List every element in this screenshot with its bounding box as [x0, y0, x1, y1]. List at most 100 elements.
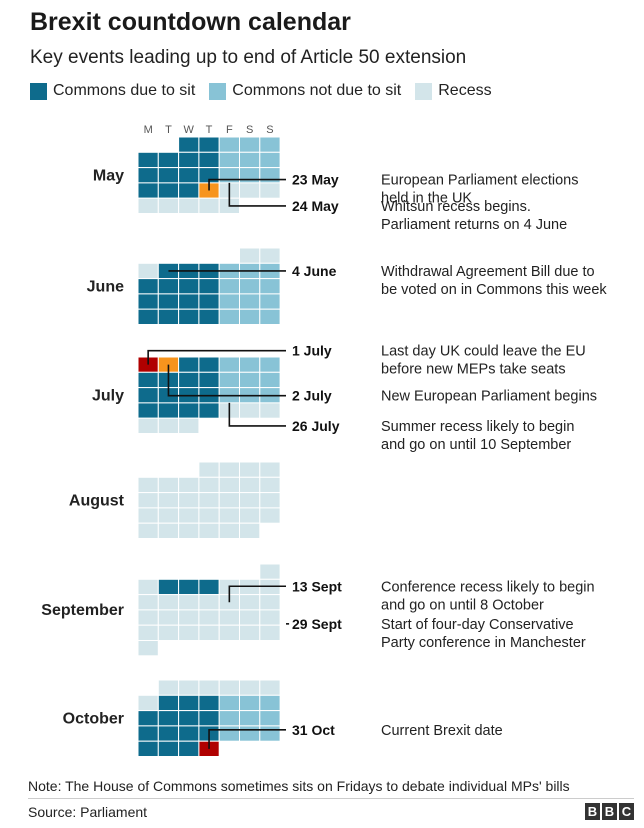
- event-date-label: 1 July: [292, 343, 332, 359]
- day-cell: [157, 417, 180, 435]
- legend-swatch-not-sitting: [209, 82, 227, 100]
- event-leader-line: [167, 364, 286, 397]
- day-cell: [239, 522, 261, 540]
- day-cell: [137, 167, 159, 184]
- day-cell: [178, 740, 200, 758]
- day-cell: [218, 624, 240, 642]
- day-cell: [259, 136, 281, 153]
- event-description: European Parliament elections: [381, 173, 578, 189]
- day-cell: [157, 197, 180, 214]
- legend-label-recess: Recess: [438, 82, 492, 99]
- day-cell: [198, 710, 220, 727]
- day-cell: [239, 507, 261, 524]
- weekday-label: T: [206, 124, 213, 136]
- day-cell: [259, 356, 281, 373]
- event-description: Last day UK could leave the EU: [381, 344, 586, 360]
- day-cell: [157, 624, 180, 642]
- day-cell: [178, 624, 200, 642]
- chart-title: Brexit countdown calendar: [30, 8, 351, 36]
- day-cell: [137, 262, 159, 280]
- event-description: Start of four-day Conservative: [381, 617, 574, 633]
- day-cell: [137, 594, 159, 611]
- day-cell: [239, 624, 261, 642]
- event-date-label: 31 Oct: [292, 722, 335, 738]
- day-cell: [178, 522, 200, 540]
- day-cell: [259, 594, 281, 611]
- day-cell: [198, 594, 220, 611]
- event-date-label: 2 July: [292, 388, 332, 404]
- day-cell: [198, 136, 220, 153]
- day-cell: [239, 609, 261, 626]
- day-cell: [137, 492, 159, 509]
- day-cell: [157, 594, 180, 611]
- day-cell: [239, 476, 261, 494]
- day-cell: [157, 694, 180, 712]
- day-cell: [259, 476, 281, 494]
- day-cell: [178, 308, 200, 326]
- day-cell: [239, 461, 261, 478]
- day-cell: [137, 371, 159, 389]
- day-cell: [218, 151, 240, 169]
- day-cell: [259, 492, 281, 509]
- day-cell: [178, 402, 200, 419]
- day-cell: [137, 507, 159, 524]
- day-cell: [157, 507, 180, 524]
- day-cell: [137, 308, 159, 326]
- month-label: September: [41, 602, 124, 619]
- day-cell: [218, 308, 240, 326]
- event-leader-line: [228, 402, 286, 427]
- day-cell: [178, 356, 200, 373]
- day-cell: [178, 594, 200, 611]
- event-leader-line: [208, 178, 286, 191]
- day-cell: [239, 679, 261, 696]
- day-cell: [259, 609, 281, 626]
- event-leader-line: [208, 729, 286, 749]
- day-cell: [157, 151, 180, 169]
- day-cell: [198, 197, 220, 214]
- day-cell: [239, 694, 261, 712]
- day-cell: [157, 492, 180, 509]
- day-cell: [178, 507, 200, 524]
- day-cell: [178, 182, 200, 199]
- divider: [28, 798, 634, 799]
- day-cell: [157, 522, 180, 540]
- day-cell: [178, 694, 200, 712]
- day-cell: [198, 609, 220, 626]
- day-cell: [239, 710, 261, 727]
- day-cell: [198, 694, 220, 712]
- day-cell: [178, 725, 200, 742]
- day-cell: [198, 507, 220, 524]
- day-cell: [218, 371, 240, 389]
- day-cell: [137, 182, 159, 199]
- event-description: before new MEPs take seats: [381, 362, 566, 378]
- day-cell: [259, 694, 281, 712]
- day-cell: [198, 679, 220, 696]
- event-date-label: 26 July: [292, 418, 340, 434]
- day-cell: [178, 136, 200, 153]
- day-cell: [137, 151, 159, 169]
- day-cell: [218, 278, 240, 295]
- day-cell: [259, 278, 281, 295]
- day-cell: [218, 293, 240, 310]
- chart-subtitle: Key events leading up to end of Article …: [30, 47, 467, 68]
- day-cell: [178, 371, 200, 389]
- day-cell: [239, 247, 261, 264]
- event-description: New European Parliament begins: [381, 389, 597, 405]
- day-cell: [178, 609, 200, 626]
- day-cell: [259, 293, 281, 310]
- month-label: July: [92, 387, 124, 404]
- day-cell: [259, 507, 281, 524]
- day-cell: [157, 578, 180, 596]
- day-cell: [218, 492, 240, 509]
- event-description: Withdrawal Agreement Bill due to: [381, 264, 595, 280]
- day-cell: [259, 247, 281, 264]
- event-date-label: 13 Sept: [292, 578, 342, 594]
- weekday-label: S: [246, 124, 253, 136]
- day-cell: [218, 725, 240, 742]
- day-cell: [218, 609, 240, 626]
- weekday-label: F: [226, 124, 233, 136]
- day-cell: [137, 293, 159, 310]
- event-description: held in the UK: [381, 191, 472, 207]
- day-cell: [198, 151, 220, 169]
- legend: Commons due to sit Commons not due to si…: [30, 80, 506, 102]
